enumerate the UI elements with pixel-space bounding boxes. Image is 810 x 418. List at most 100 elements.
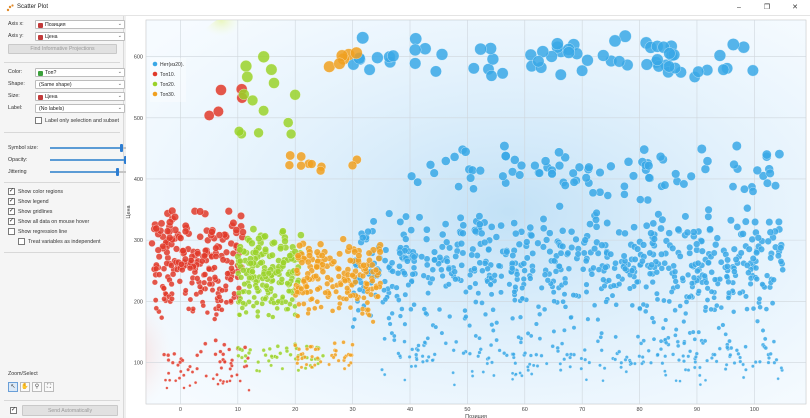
maximize-button[interactable]: ❐ bbox=[763, 4, 771, 11]
plot-area[interactable]: 0 10 20 30 40 50 60 70 80 90 100 100 200 300 400 500 600… bbox=[126, 16, 810, 418]
data-point bbox=[196, 207, 205, 216]
data-point bbox=[215, 231, 224, 239]
data-point bbox=[595, 266, 603, 273]
pointer-select-icon[interactable]: ↖ bbox=[8, 382, 18, 392]
data-point bbox=[373, 284, 380, 291]
data-point bbox=[704, 212, 713, 221]
data-point bbox=[693, 240, 701, 248]
data-point bbox=[560, 152, 570, 163]
scatter-plot-chart[interactable]: 0 10 20 30 40 50 60 70 80 90 100 100 200 300 400 500 600… bbox=[126, 16, 810, 418]
axis-x-select[interactable]: Позиция ⌄ bbox=[35, 20, 125, 29]
data-point bbox=[269, 363, 273, 368]
data-point bbox=[728, 352, 733, 358]
find-informative-projections-button[interactable]: Find Informative Projections bbox=[8, 44, 117, 54]
symbol-size-slider[interactable] bbox=[50, 144, 126, 152]
data-point bbox=[193, 380, 198, 385]
pan-hand-icon[interactable]: ✋ bbox=[20, 382, 30, 392]
data-point bbox=[332, 341, 337, 346]
data-point bbox=[155, 253, 163, 261]
opacity-slider[interactable] bbox=[50, 156, 127, 164]
label-select[interactable]: (No labels) ⌄ bbox=[35, 104, 125, 113]
data-point bbox=[281, 237, 289, 245]
data-point bbox=[474, 42, 487, 56]
data-point bbox=[359, 272, 367, 280]
data-point bbox=[159, 315, 165, 321]
data-point bbox=[203, 110, 215, 121]
data-point bbox=[247, 388, 251, 392]
data-point bbox=[296, 151, 306, 162]
data-point bbox=[767, 254, 775, 262]
data-point bbox=[309, 365, 314, 370]
data-point bbox=[196, 233, 204, 241]
minimize-button[interactable]: – bbox=[737, 4, 741, 11]
data-point bbox=[211, 264, 218, 271]
data-point bbox=[190, 306, 196, 312]
data-point bbox=[555, 349, 561, 354]
data-point bbox=[225, 379, 229, 384]
data-point bbox=[350, 324, 356, 330]
data-point bbox=[476, 259, 484, 267]
data-point bbox=[396, 297, 402, 303]
data-point bbox=[239, 228, 247, 236]
data-point bbox=[265, 270, 272, 277]
slider-handle[interactable] bbox=[124, 156, 127, 164]
data-point bbox=[476, 220, 484, 229]
shape-select[interactable]: (Same shape) ⌄ bbox=[35, 80, 125, 89]
data-point bbox=[221, 352, 226, 357]
data-point bbox=[640, 355, 645, 360]
close-button[interactable]: ✕ bbox=[792, 4, 798, 11]
display-option-checkbox[interactable]: ✓ bbox=[8, 188, 15, 195]
data-point bbox=[520, 373, 524, 378]
data-point bbox=[523, 238, 531, 246]
slider-handle[interactable] bbox=[116, 168, 120, 176]
display-option-checkbox[interactable]: ✓ bbox=[8, 208, 15, 215]
data-point bbox=[539, 353, 544, 358]
size-select[interactable]: Цена ⌄ bbox=[35, 92, 125, 101]
display-option-checkbox[interactable] bbox=[18, 238, 25, 245]
data-point bbox=[682, 341, 687, 346]
display-option-checkbox[interactable]: ✓ bbox=[8, 198, 15, 205]
data-point bbox=[498, 171, 508, 181]
data-point bbox=[255, 313, 261, 319]
display-option-checkbox[interactable] bbox=[8, 228, 15, 235]
data-point bbox=[741, 362, 745, 367]
data-point bbox=[657, 224, 665, 233]
x-tick-label: 50 bbox=[464, 407, 470, 413]
data-point bbox=[242, 345, 248, 350]
data-point bbox=[423, 310, 429, 316]
data-point bbox=[173, 245, 180, 253]
label-only-selection-checkbox[interactable] bbox=[35, 117, 42, 124]
data-point bbox=[681, 319, 687, 325]
data-point bbox=[749, 255, 757, 262]
color-select[interactable]: Топ? ⌄ bbox=[35, 68, 125, 77]
display-option-row: ✓ Show legend bbox=[8, 198, 108, 207]
data-point bbox=[771, 339, 777, 344]
data-point bbox=[554, 161, 565, 171]
data-point bbox=[282, 299, 289, 305]
data-point bbox=[543, 236, 551, 244]
data-point bbox=[186, 264, 194, 272]
jittering-slider[interactable] bbox=[50, 168, 126, 176]
data-point bbox=[441, 220, 450, 228]
data-point bbox=[660, 325, 666, 331]
axis-y-select[interactable]: Цена ⌄ bbox=[35, 32, 125, 41]
data-point bbox=[228, 379, 232, 383]
data-point bbox=[546, 229, 554, 237]
display-option-checkbox[interactable]: ✓ bbox=[8, 218, 15, 225]
legend[interactable]: Нет(из20). Топ10. Топ20. Топ30. bbox=[150, 58, 186, 102]
send-automatically-button[interactable]: Send Automatically bbox=[22, 405, 118, 416]
data-point bbox=[673, 333, 678, 338]
data-point bbox=[743, 262, 751, 269]
data-point bbox=[728, 182, 738, 191]
data-point bbox=[512, 297, 518, 303]
fit-to-view-icon[interactable]: ⛶ bbox=[44, 382, 54, 392]
zoom-magnifier-icon[interactable]: ⚲ bbox=[32, 382, 42, 392]
display-option-label: Show legend bbox=[18, 198, 49, 205]
data-point bbox=[550, 289, 557, 296]
data-point bbox=[488, 291, 495, 298]
data-point bbox=[409, 32, 422, 46]
data-point bbox=[308, 344, 313, 349]
slider-handle[interactable] bbox=[120, 144, 124, 152]
send-automatically-checkbox[interactable]: ✓ bbox=[10, 407, 17, 414]
data-point bbox=[313, 248, 321, 256]
